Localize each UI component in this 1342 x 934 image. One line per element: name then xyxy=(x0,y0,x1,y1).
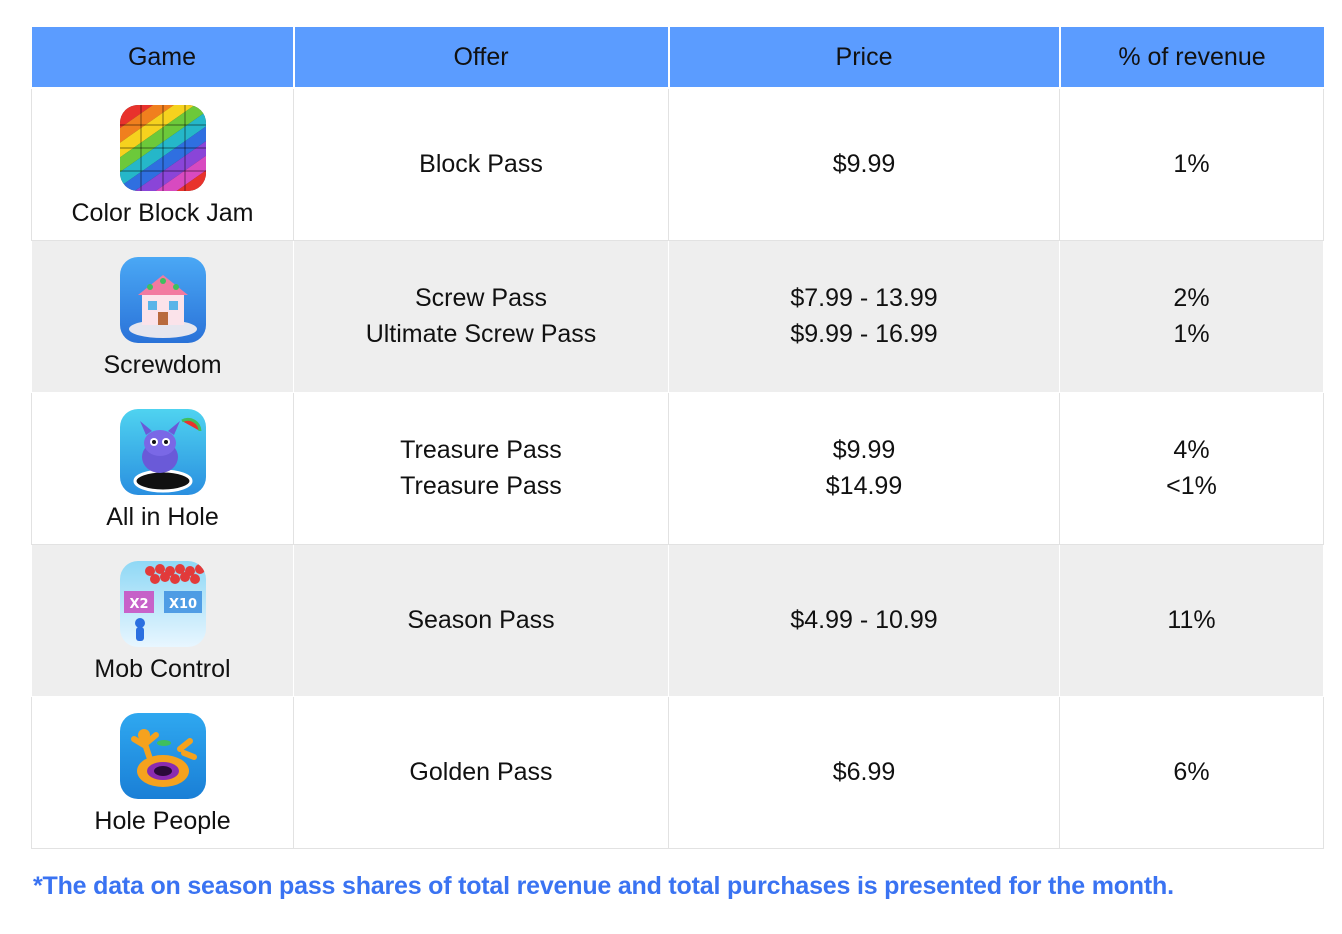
price-cell: $9.99 $14.99 xyxy=(668,391,1060,545)
offer-cell: Golden Pass xyxy=(293,695,669,849)
table-row: X2 X10 Mob Control Season Pass $4.99 - 1… xyxy=(31,543,1324,697)
revenue-text: 1% xyxy=(1173,320,1210,348)
offer-text: Golden Pass xyxy=(409,758,553,786)
svg-text:X2: X2 xyxy=(129,597,148,612)
season-pass-table: Game Offer Price % of revenue xyxy=(31,27,1324,849)
offer-cell: Treasure Pass Treasure Pass xyxy=(293,391,669,545)
offer-text: Treasure Pass xyxy=(400,436,562,464)
header-row: Game Offer Price % of revenue xyxy=(31,27,1324,89)
offer-text: Block Pass xyxy=(419,150,543,179)
offer-text: Ultimate Screw Pass xyxy=(365,320,597,348)
price-text: $7.99 - 13.99 xyxy=(790,284,938,312)
price-cell: $4.99 - 10.99 xyxy=(668,543,1060,697)
screwdom-icon xyxy=(119,257,206,343)
revenue-cell: 1% xyxy=(1059,87,1324,241)
game-cell: Color Block Jam xyxy=(31,87,294,241)
revenue-text: 2% xyxy=(1173,284,1210,312)
game-name: Color Block Jam xyxy=(71,199,254,228)
game-name: Screwdom xyxy=(103,351,222,379)
price-text: $6.99 xyxy=(832,758,896,786)
price-cell: $6.99 xyxy=(668,695,1060,849)
offer-cell: Season Pass xyxy=(293,543,669,697)
color-block-jam-icon xyxy=(119,105,206,192)
revenue-text: 1% xyxy=(1173,150,1210,179)
game-name: All in Hole xyxy=(106,503,219,531)
price-cell: $7.99 - 13.99 $9.99 - 16.99 xyxy=(668,239,1060,393)
season-pass-table-wrapper: Game Offer Price % of revenue xyxy=(31,27,1324,849)
game-name: Hole People xyxy=(94,807,231,835)
mob-control-icon: X2 X10 xyxy=(119,561,206,647)
game-cell: All in Hole xyxy=(31,391,294,545)
game-cell: Hole People xyxy=(31,695,294,849)
revenue-text: 11% xyxy=(1167,606,1216,634)
revenue-text: 4% xyxy=(1173,436,1210,464)
all-in-hole-icon xyxy=(119,409,206,495)
revenue-cell: 2% 1% xyxy=(1059,239,1324,393)
header-price: Price xyxy=(667,27,1061,89)
table-row: Hole People Golden Pass $6.99 6% xyxy=(31,695,1324,849)
header-revenue: % of revenue xyxy=(1058,27,1324,89)
table-row: Screwdom Screw Pass Ultimate Screw Pass … xyxy=(31,239,1324,393)
revenue-cell: 6% xyxy=(1059,695,1324,849)
revenue-text: 6% xyxy=(1173,758,1210,786)
header-game: Game xyxy=(31,27,295,89)
revenue-cell: 11% xyxy=(1059,543,1324,697)
table-row: Color Block Jam Block Pass $9.99 1% xyxy=(31,87,1324,241)
table-header: Game Offer Price % of revenue xyxy=(31,27,1324,89)
table-body: Color Block Jam Block Pass $9.99 1% xyxy=(31,87,1324,849)
price-cell: $9.99 xyxy=(668,87,1060,241)
header-offer: Offer xyxy=(292,27,670,89)
price-text: $14.99 xyxy=(825,472,903,500)
price-text: $9.99 xyxy=(832,150,896,179)
svg-text:X10: X10 xyxy=(168,597,196,612)
price-text: $9.99 - 16.99 xyxy=(790,320,938,348)
offer-text: Treasure Pass xyxy=(400,472,562,500)
offer-cell: Block Pass xyxy=(293,87,669,241)
revenue-cell: 4% <1% xyxy=(1059,391,1324,545)
price-text: $9.99 xyxy=(832,436,896,464)
game-cell: X2 X10 Mob Control xyxy=(31,543,294,697)
footnote: *The data on season pass shares of total… xyxy=(33,872,1174,900)
hole-people-icon xyxy=(119,713,206,799)
price-text: $4.99 - 10.99 xyxy=(790,606,938,634)
game-name: Mob Control xyxy=(94,655,231,683)
offer-cell: Screw Pass Ultimate Screw Pass xyxy=(293,239,669,393)
game-cell: Screwdom xyxy=(31,239,294,393)
offer-text: Season Pass xyxy=(407,606,555,634)
table-row: All in Hole Treasure Pass Treasure Pass … xyxy=(31,391,1324,545)
revenue-text: <1% xyxy=(1166,472,1217,500)
offer-text: Screw Pass xyxy=(415,284,547,312)
